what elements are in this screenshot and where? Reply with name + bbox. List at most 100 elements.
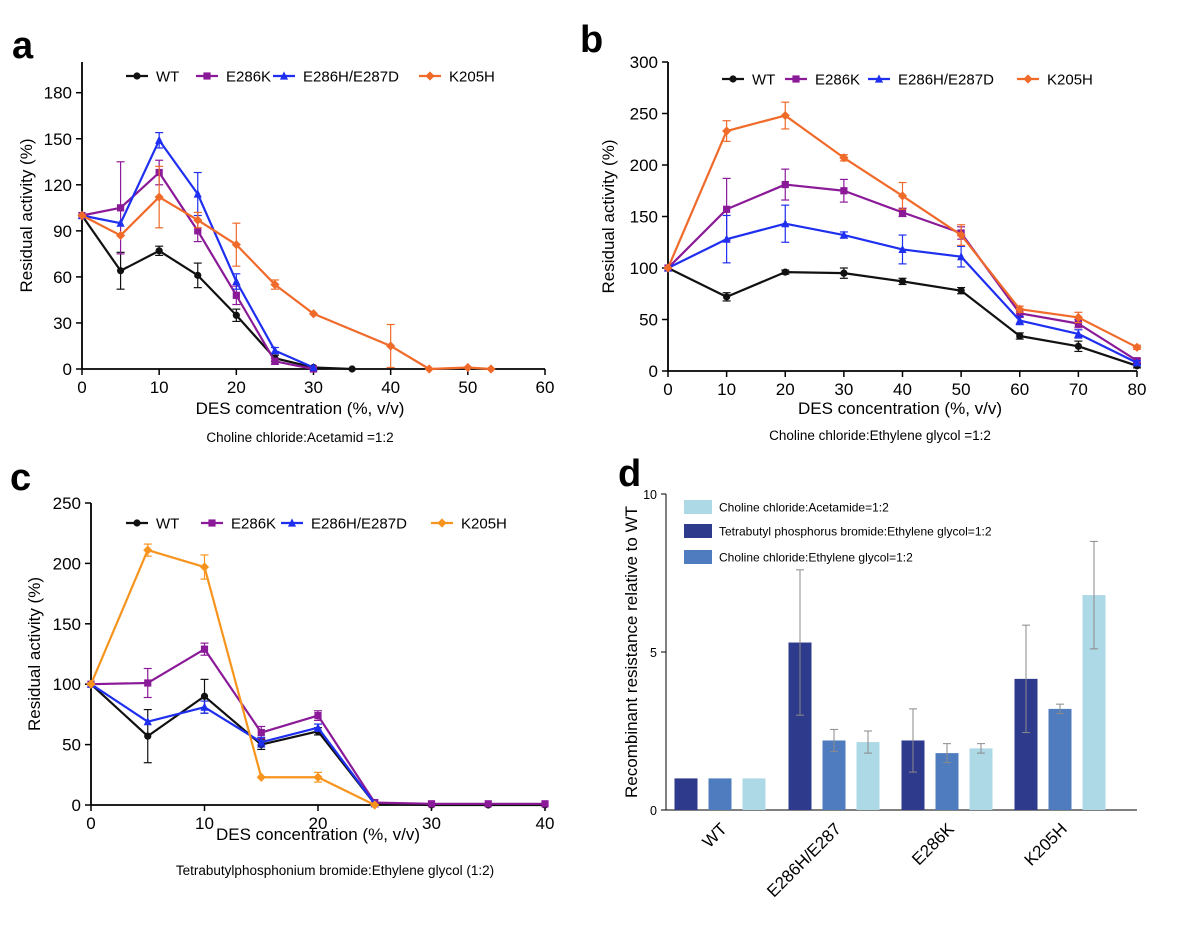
data-point: [200, 645, 209, 653]
category-label: K205H: [1021, 819, 1071, 869]
data-point: [484, 800, 492, 808]
data-point: [839, 230, 848, 239]
y-tick-label: 10: [643, 488, 657, 502]
bar-tetrabutyl-phosphorus-bromide-: [1014, 678, 1038, 810]
data-point: [839, 153, 849, 163]
legend-entry: K205H: [1017, 72, 1093, 89]
series-line: [666, 114, 1138, 349]
data-point: [155, 247, 163, 255]
data-point: [144, 679, 152, 687]
legend-swatch-marker: [287, 518, 297, 527]
bar-choline-chloride-ethylene-glyc: [708, 778, 732, 810]
data-point: [257, 737, 266, 746]
bar-choline-chloride-acetamide-1-2: [742, 778, 766, 810]
legend-label: E286K: [231, 516, 276, 533]
y-tick-label: 50: [62, 736, 81, 755]
x-tick-label: 10: [195, 814, 214, 833]
series-wt: [87, 678, 549, 809]
data-point: [780, 110, 790, 121]
y-tick-label: 300: [630, 53, 658, 72]
y-axis-label: Residual activity (%): [25, 577, 44, 731]
data-point: [723, 293, 731, 301]
legend-swatch-marker: [874, 74, 884, 83]
legend-swatch: [684, 524, 712, 538]
data-point: [840, 187, 848, 195]
legend-entry: E286H/E287D: [273, 69, 399, 86]
y-axis-label: Residual activity (%): [17, 139, 36, 293]
data-point: [143, 545, 153, 555]
data-point: [313, 723, 323, 732]
x-tick-label: 50: [952, 380, 971, 399]
legend-swatch-marker: [1023, 74, 1033, 84]
y-tick-label: 150: [630, 208, 658, 227]
legend-swatch-marker: [203, 72, 211, 80]
legend-swatch: [684, 550, 712, 564]
bar-choline-chloride-ethylene-glyc: [822, 740, 846, 810]
series-line: [81, 214, 353, 371]
data-point: [663, 263, 673, 273]
y-tick-label: 200: [53, 554, 81, 573]
data-point: [723, 205, 731, 213]
data-point: [116, 204, 125, 212]
legend-swatch-marker: [792, 75, 800, 83]
chart-panel-c: 0 10 20 30 40 0 50 100 150 200 250 DES concentratio…: [25, 494, 554, 878]
data-point: [314, 712, 322, 720]
legend-entry: E286H/E287D: [868, 72, 994, 89]
series-e286k: [87, 642, 549, 808]
x-tick-label: 30: [834, 380, 853, 399]
data-point: [956, 230, 966, 240]
x-tick-label: 40: [893, 380, 912, 399]
chart-caption: Tetrabutylphosphonium bromide:Ethylene g…: [176, 863, 494, 878]
legend-label: Choline chloride:Acetamide=1:2: [719, 501, 889, 515]
x-tick-label: 0: [77, 378, 86, 397]
data-point: [308, 309, 319, 319]
y-tick-label: 60: [53, 268, 72, 287]
data-point: [722, 234, 731, 243]
category-label: E286K: [908, 819, 958, 869]
y-tick-label: 250: [630, 105, 658, 124]
y-axis-label: Residual activity (%): [599, 140, 618, 294]
x-tick-label: 60: [536, 378, 555, 397]
y-tick-label: 50: [639, 311, 658, 330]
data-point: [897, 191, 908, 201]
y-tick-label: 5: [650, 646, 657, 660]
data-point: [86, 679, 96, 689]
x-tick-label: 70: [1069, 380, 1088, 399]
x-axis-label: DES concentration (%, v/v): [216, 825, 420, 844]
legend-label: K205H: [1047, 72, 1093, 89]
data-point: [957, 287, 965, 295]
data-point: [115, 230, 126, 241]
y-tick-label: 180: [44, 84, 72, 103]
series-line: [89, 549, 376, 806]
y-axis-label: Recombinant resistance relative to WT: [622, 506, 641, 798]
legend-swatch-marker: [729, 75, 737, 83]
data-point: [309, 362, 318, 372]
data-point: [256, 772, 266, 782]
data-point: [116, 267, 125, 275]
legend-label: WT: [752, 72, 775, 89]
x-tick-label: 40: [381, 378, 400, 397]
panel-label-d: d: [618, 453, 641, 495]
data-point: [424, 364, 434, 374]
data-point: [270, 279, 280, 290]
data-point: [1132, 342, 1142, 352]
x-tick-label: 10: [150, 378, 169, 397]
data-point: [231, 240, 241, 250]
bar-choline-chloride-acetamide-1-2: [856, 742, 880, 810]
legend-entry: K205H: [419, 69, 495, 86]
data-point: [370, 800, 380, 810]
x-tick-label: 30: [304, 378, 323, 397]
data-point: [194, 271, 202, 279]
data-point: [232, 276, 241, 286]
chart-panel-a: 0 10 20 30 40 50 60 0 30 60 90 120 150 180 DES comcent…: [17, 62, 554, 445]
x-tick-label: 0: [663, 380, 672, 399]
legend-label: WT: [156, 69, 179, 86]
legend-label: E286H/E287D: [303, 69, 399, 86]
y-tick-label: 100: [53, 675, 81, 694]
legend-label: WT: [156, 516, 179, 533]
data-point: [1074, 342, 1082, 350]
data-point: [348, 365, 356, 373]
data-point: [199, 562, 210, 572]
x-tick-label: 10: [717, 380, 736, 399]
